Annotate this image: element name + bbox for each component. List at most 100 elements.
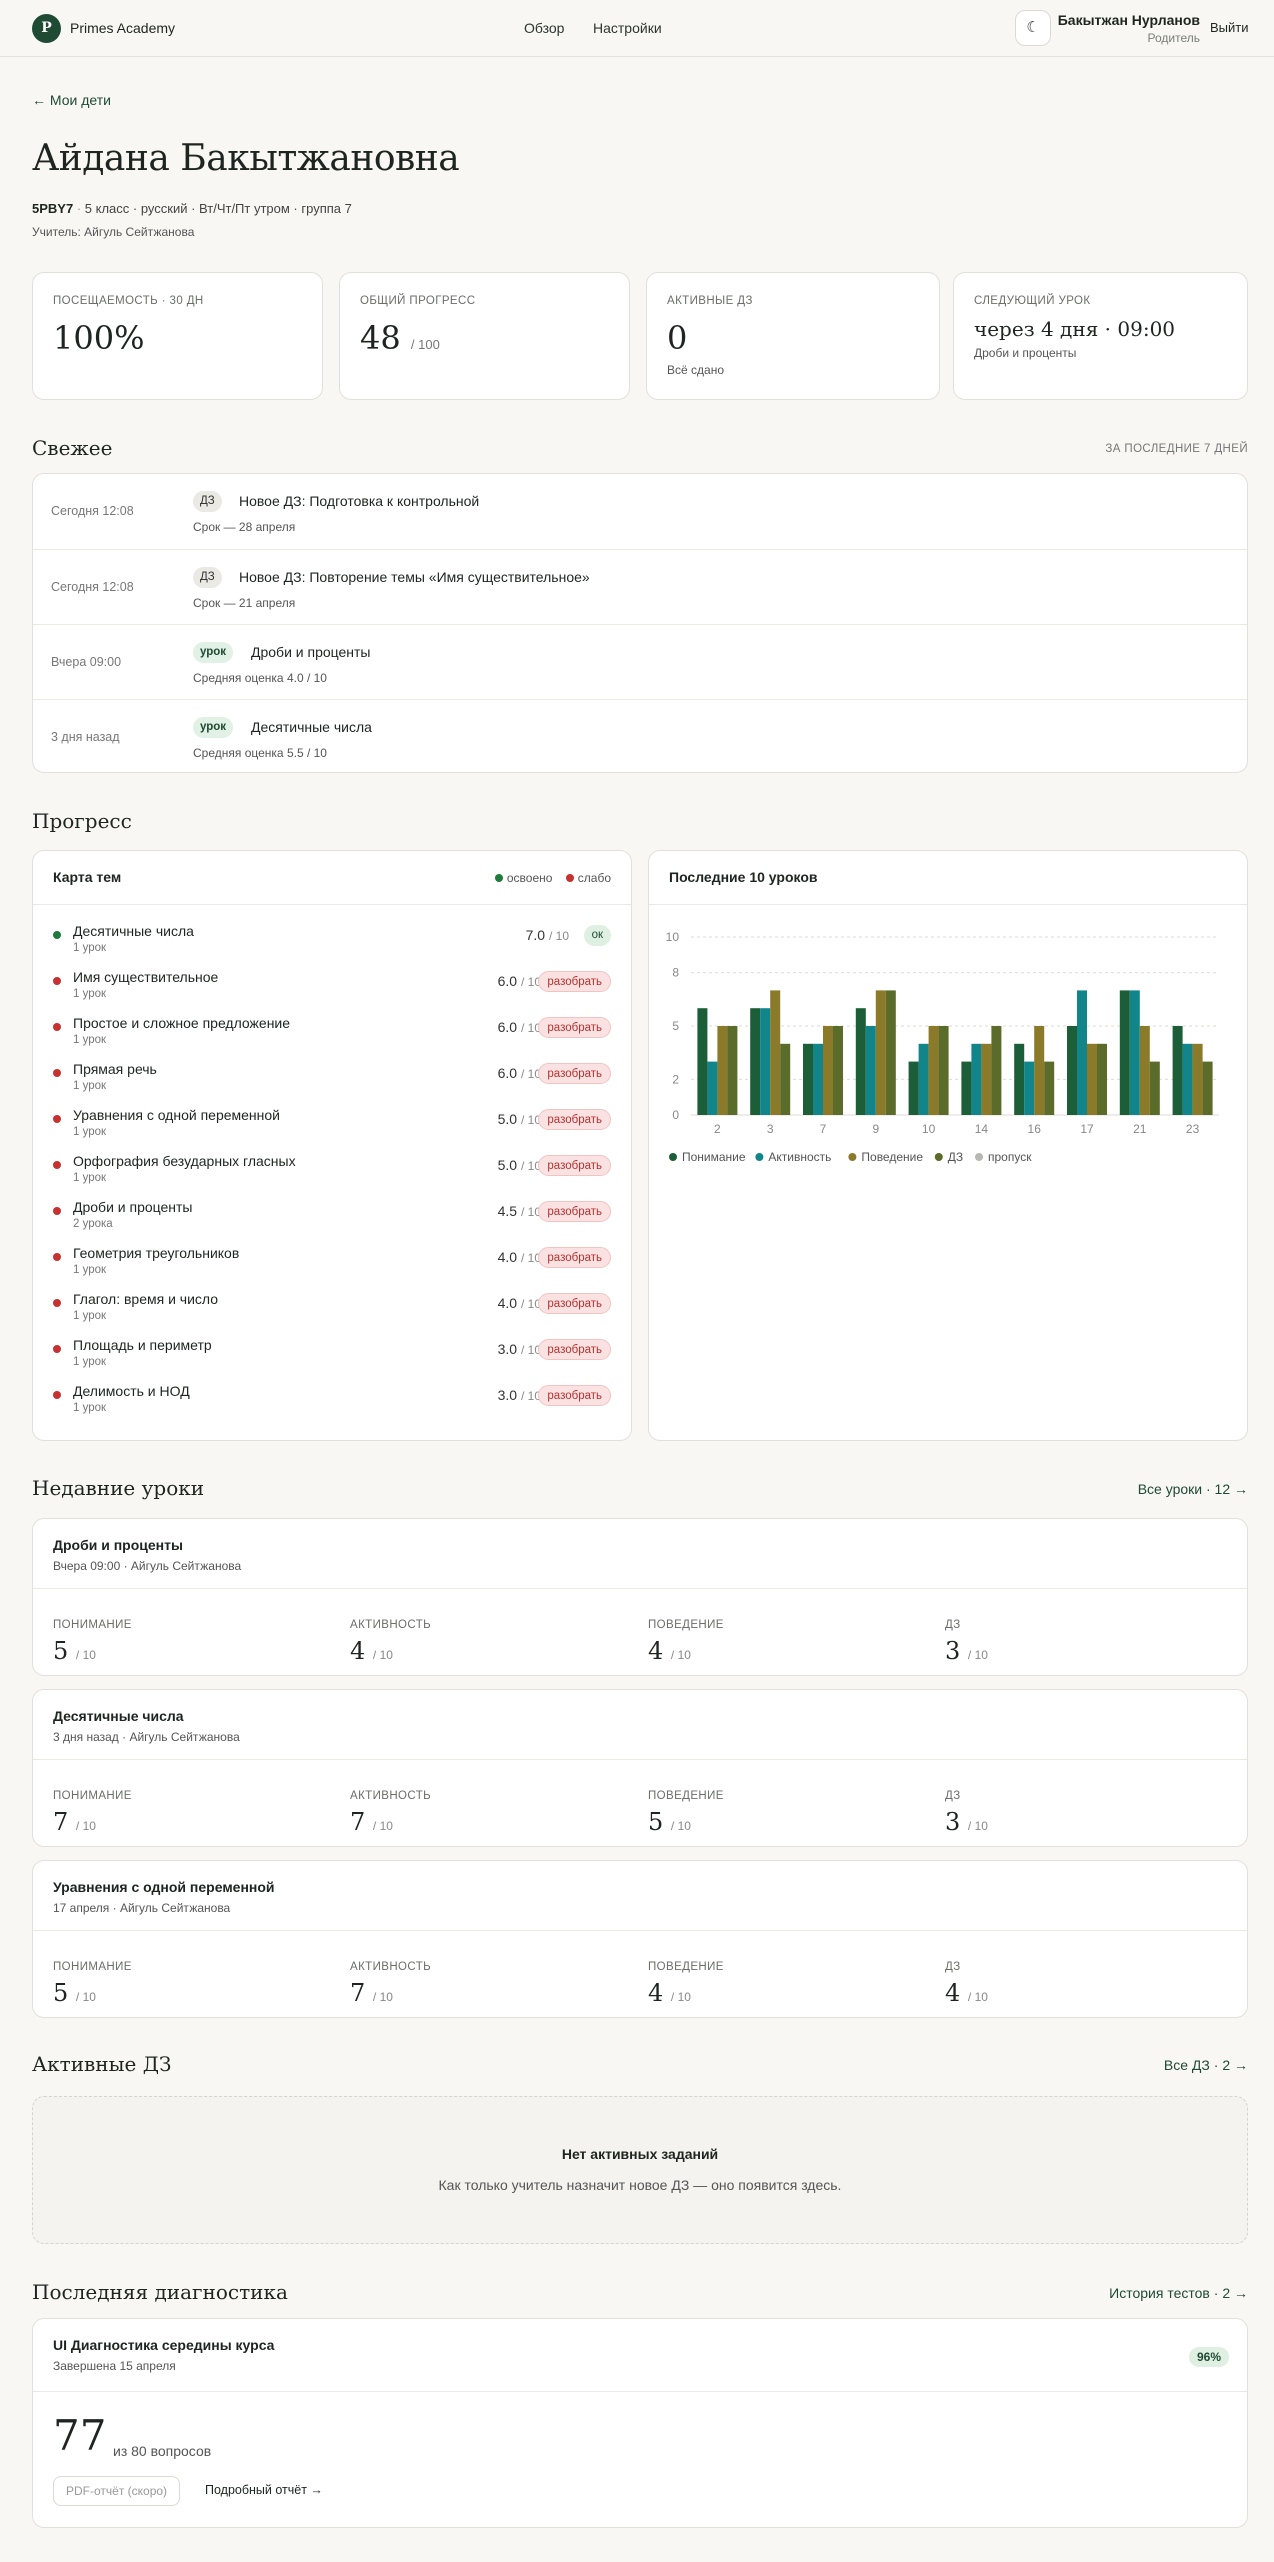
topic-status-badge[interactable]: разобрать [538, 1293, 611, 1314]
topic-name: Делимость и НОД [73, 1383, 190, 1399]
pdf-report-button[interactable]: PDF-отчёт (скоро) [53, 2476, 181, 2506]
lesson-card[interactable]: Дроби и проценты Вчера 09:00 · Айгуль Сей… [32, 1518, 1248, 1676]
metric-label: Активность [350, 1961, 432, 1973]
metric-value: 5 / 10 [53, 1637, 96, 1665]
feed-item[interactable]: Сегодня 12:08 ДЗ Новое ДЗ: Повторение темы… [33, 549, 1247, 624]
chart-bar [1044, 1061, 1055, 1115]
test-percent-badge: 96% [1188, 2347, 1229, 2367]
topic-status-badge[interactable]: разобрать [538, 1063, 611, 1084]
topic-row[interactable]: Геометрия треугольников 1 урок 4.0 / 10 раз… [33, 1241, 631, 1287]
top-bar: P Primes Academy Обзор Настройки ☾ Бакыт… [0, 0, 1274, 57]
chart-legend-label: Активность [768, 1150, 831, 1164]
topic-status-badge[interactable]: разобрать [538, 1201, 611, 1222]
topic-score: 7.0 / 10 [525, 927, 569, 943]
topic-row[interactable]: Имя существительное 1 урок 6.0 / 10 разобра… [33, 965, 631, 1011]
section-title-feed: Свежее [32, 436, 113, 460]
chart-y-tick-label: 0 [672, 1108, 679, 1122]
stat-sub: Дроби и проценты [974, 346, 1077, 360]
metric-value: 3 / 10 [945, 1637, 988, 1665]
metric-label: Поведение [648, 1790, 724, 1802]
topic-status-dot-icon [53, 1161, 61, 1169]
lesson-metric: Поведение 5 / 10 [648, 1790, 724, 1836]
chart-bar [918, 1043, 929, 1115]
chart-y-tick-label: 10 [666, 930, 680, 944]
topic-score: 5.0 / 10 [497, 1157, 541, 1173]
moon-icon: ☾ [1026, 19, 1040, 36]
topic-status-badge[interactable]: разобрать [538, 1017, 611, 1038]
topic-row[interactable]: Простое и сложное предложение 1 урок 6.0 /… [33, 1011, 631, 1057]
topic-status-dot-icon [53, 1299, 61, 1307]
topic-row[interactable]: Площадь и периметр 1 урок 3.0 / 10 разобрат… [33, 1333, 631, 1379]
lesson-metric: Поведение 4 / 10 [648, 1961, 724, 2007]
legend-ok-label: освоено [506, 871, 553, 885]
test-title: UI Диагностика середины курса [53, 2337, 275, 2353]
topic-score: 4.0 / 10 [497, 1295, 541, 1311]
back-link[interactable]: ← Мои дети [32, 92, 111, 108]
metric-label: ДЗ [945, 1790, 961, 1802]
topic-row[interactable]: Уравнения с одной переменной 1 урок 5.0 / … [33, 1103, 631, 1149]
metric-value: 4 / 10 [945, 1979, 988, 2007]
topic-status-badge[interactable]: разобрать [538, 1155, 611, 1176]
section-title-lessons: Недавние уроки [32, 1476, 205, 1500]
detailed-report-link[interactable]: Подробный отчёт → [205, 2483, 323, 2497]
feed-item[interactable]: 3 дня назад урок Десятичные числа Средняя о… [33, 699, 1247, 772]
chart-bar [1149, 1061, 1160, 1115]
topic-row[interactable]: Дроби и проценты 2 урока 4.5 / 10 разобрать [33, 1195, 631, 1241]
chart-bar [1182, 1043, 1193, 1115]
topic-row[interactable]: Делимость и НОД 1 урок 3.0 / 10 разобрать [33, 1379, 631, 1425]
topic-row[interactable]: Прямая речь 1 урок 6.0 / 10 разобрать [33, 1057, 631, 1103]
feed-sub: Средняя оценка 4.0 / 10 [193, 671, 327, 685]
logout-button[interactable]: Выйти [1210, 20, 1249, 35]
topic-lesson-count: 2 урока [73, 1218, 113, 1230]
all-lessons-link[interactable]: Все уроки · 12 → [1137, 1481, 1248, 1497]
chart-x-tick-label: 2 [714, 1122, 721, 1136]
lesson-card[interactable]: Уравнения с одной переменной 17 апреля · … [32, 1860, 1248, 2018]
brand-name[interactable]: Primes Academy [70, 20, 176, 36]
chart-bar [1087, 1043, 1097, 1115]
lesson-card[interactable]: Десятичные числа 3 дня назад · Айгуль Сей… [32, 1689, 1248, 1847]
all-homework-link[interactable]: Все ДЗ · 2 → [1163, 2057, 1248, 2073]
lesson-metric: Понимание 7 / 10 [53, 1790, 132, 1836]
chart-legend-swatch [669, 1153, 677, 1161]
metric-value: 4 / 10 [648, 1637, 691, 1665]
topic-status-badge[interactable]: разобрать [538, 1339, 611, 1360]
chart-bar [760, 1008, 771, 1115]
lesson-metric: Активность 7 / 10 [350, 1961, 431, 2007]
homework-empty-state: Нет активных заданий Как только учитель … [32, 2096, 1248, 2244]
metric-value: 4 / 10 [350, 1637, 393, 1665]
chart-bar [1139, 1026, 1150, 1115]
feed-item[interactable]: Вчера 09:00 урок Дроби и проценты Средняя о… [33, 624, 1247, 699]
topic-lesson-count: 1 урок [73, 1126, 107, 1138]
chart-bar [928, 1026, 939, 1115]
logo[interactable]: P [32, 14, 61, 43]
section-title-homework: Активные ДЗ [32, 2052, 172, 2076]
section-title-diagnostics: Последняя диагностика [32, 2280, 288, 2304]
topic-name: Дроби и проценты [73, 1199, 193, 1215]
nav-overview[interactable]: Обзор [524, 20, 565, 36]
topic-status-badge[interactable]: разобрать [538, 1109, 611, 1130]
topic-score: 6.0 / 10 [497, 973, 541, 989]
empty-title: Нет активных заданий [561, 2146, 719, 2162]
metric-value: 7 / 10 [53, 1808, 96, 1836]
chart-legend-label: Поведение [861, 1150, 923, 1164]
test-score: 77 [53, 2411, 107, 2460]
theme-toggle-button[interactable]: ☾ [1015, 10, 1051, 46]
topic-name: Площадь и периметр [73, 1337, 212, 1353]
topic-status-badge[interactable]: разобрать [538, 971, 611, 992]
topic-row[interactable]: Десятичные числа 1 урок 7.0 / 10 ок [33, 919, 631, 965]
topic-status-dot-icon [53, 1207, 61, 1215]
lesson-metric: Понимание 5 / 10 [53, 1619, 132, 1665]
stat-sub: Всё сдано [667, 363, 724, 377]
legend-bad-dot-icon [565, 874, 574, 882]
topic-row[interactable]: Глагол: время и число 1 урок 4.0 / 10 разоб… [33, 1287, 631, 1333]
feed-item[interactable]: Сегодня 12:08 ДЗ Новое ДЗ: Подготовка к ко… [33, 474, 1247, 549]
chart-bar [1034, 1026, 1045, 1115]
feed-tag: урок [193, 642, 234, 663]
test-history-link[interactable]: История тестов · 2 → [1109, 2285, 1248, 2301]
topic-row[interactable]: Орфография безударных гласных 1 урок 5.0 /… [33, 1149, 631, 1195]
topic-status-badge[interactable]: ок [583, 925, 611, 946]
nav-settings[interactable]: Настройки [593, 20, 662, 36]
chart-bar [727, 1026, 738, 1115]
topic-status-badge[interactable]: разобрать [538, 1385, 611, 1406]
topic-status-badge[interactable]: разобрать [538, 1247, 611, 1268]
